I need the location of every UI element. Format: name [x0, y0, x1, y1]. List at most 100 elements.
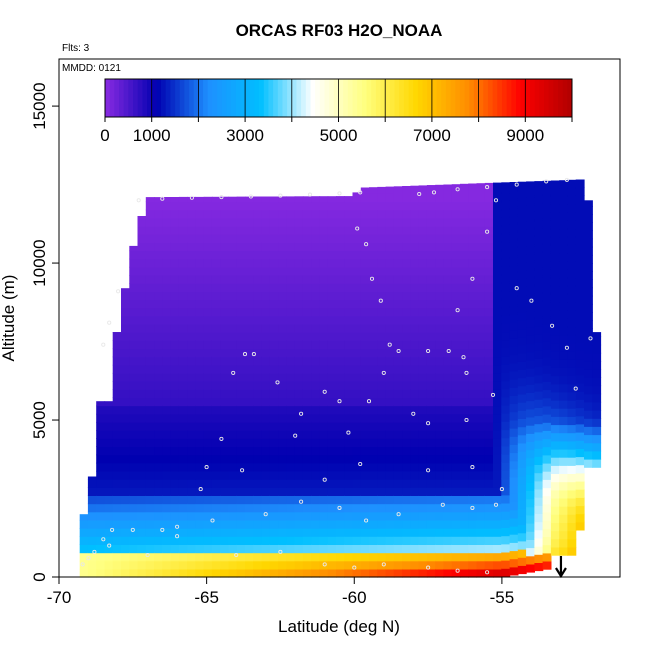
heatmap-cell: [385, 275, 395, 284]
colorbar-swatch: [385, 79, 391, 117]
heatmap-cell: [369, 226, 378, 235]
heatmap-cell: [517, 491, 527, 501]
heatmap-cell: [534, 211, 544, 221]
heatmap-cell: [145, 503, 155, 513]
heatmap-cell: [402, 291, 411, 301]
heatmap-cell: [187, 511, 196, 521]
heatmap-cell: [319, 299, 329, 309]
heatmap-cell: [476, 209, 486, 219]
heatmap-cell: [550, 514, 560, 523]
heatmap-cell: [352, 446, 362, 456]
heatmap-cell: [567, 220, 577, 230]
heatmap-cell: [286, 356, 296, 366]
heatmap-cell: [286, 438, 296, 447]
heatmap-cell: [121, 332, 130, 341]
heatmap-cell: [187, 568, 196, 578]
heatmap-cell: [137, 544, 147, 554]
heatmap-cell: [87, 560, 97, 570]
heatmap-cell: [336, 234, 345, 243]
heatmap-cell: [336, 324, 345, 333]
flight-track-point: [337, 399, 342, 404]
colorbar-tick-label: 1000: [133, 126, 171, 145]
heatmap-cell: [211, 266, 221, 276]
heatmap-cell: [484, 372, 494, 382]
heatmap-cell: [559, 351, 569, 360]
heatmap-cell: [542, 471, 552, 480]
heatmap-cell: [236, 454, 246, 464]
heatmap-cell: [195, 266, 205, 276]
heatmap-cell: [178, 283, 188, 292]
flight-track-point: [396, 512, 401, 517]
colorbar-swatch: [464, 79, 470, 117]
heatmap-cell: [278, 519, 287, 529]
heatmap-cell: [484, 446, 494, 456]
heatmap-cell: [410, 217, 420, 227]
heatmap-cell: [501, 543, 511, 553]
heatmap-cell: [344, 324, 354, 333]
heatmap-cell: [393, 381, 403, 390]
heatmap-cell: [187, 438, 196, 447]
heatmap-cell: [534, 562, 544, 572]
heatmap-cell: [203, 413, 213, 423]
heatmap-cell: [245, 479, 254, 488]
heatmap-cell: [344, 266, 354, 276]
heatmap-cell: [327, 389, 337, 399]
heatmap-cell: [261, 462, 271, 472]
heatmap-cell: [187, 348, 196, 358]
heatmap-cell: [286, 201, 296, 211]
heatmap-cell: [575, 219, 585, 229]
heatmap-cell: [327, 283, 337, 292]
heatmap-cell: [187, 405, 196, 415]
heatmap-cell: [154, 454, 163, 464]
heatmap-cell: [327, 405, 337, 415]
heatmap-cell: [468, 528, 478, 537]
heatmap-cell: [418, 389, 428, 399]
heatmap-cell: [517, 238, 527, 248]
heatmap-cell: [154, 511, 163, 521]
heatmap-cell: [162, 503, 172, 513]
heatmap-cell: [460, 275, 469, 284]
heatmap-cell: [137, 340, 147, 350]
heatmap-cell: [245, 421, 254, 431]
flight-track-point: [514, 286, 519, 291]
heatmap-cell: [377, 201, 387, 211]
heatmap-cell: [137, 275, 147, 284]
heatmap-cell: [269, 372, 279, 382]
heatmap-cell: [302, 324, 312, 333]
heatmap-cell: [435, 266, 445, 276]
heatmap-cell: [559, 538, 569, 548]
heatmap-cell: [278, 315, 287, 325]
heatmap-cell: [278, 413, 287, 423]
heatmap-cell: [476, 364, 486, 374]
heatmap-cell: [220, 217, 230, 227]
heatmap-cell: [145, 356, 155, 366]
heatmap-cell: [534, 456, 544, 465]
heatmap-cell: [187, 552, 196, 562]
heatmap-cell: [435, 552, 445, 562]
heatmap-cell: [575, 179, 585, 188]
heatmap-cell: [575, 211, 585, 221]
heatmap-cell: [476, 185, 486, 194]
heatmap-cell: [559, 359, 569, 368]
heatmap-cell: [245, 462, 254, 472]
heatmap-cell: [360, 454, 370, 464]
heatmap-cell: [195, 340, 205, 350]
heatmap-cell: [145, 348, 155, 358]
heatmap-cell: [170, 291, 180, 301]
heatmap-cell: [509, 550, 519, 560]
heatmap-cell: [493, 283, 502, 292]
heatmap-cell: [178, 201, 188, 211]
heatmap-cell: [278, 470, 287, 480]
heatmap-cell: [352, 291, 362, 301]
heatmap-cell: [278, 381, 287, 390]
heatmap-cell: [460, 193, 469, 203]
flight-track-point: [299, 499, 304, 504]
heatmap-cell: [542, 405, 552, 415]
heatmap-cell: [302, 503, 312, 513]
heatmap-cell: [352, 193, 362, 203]
heatmap-cell: [410, 193, 420, 203]
heatmap-cell: [402, 356, 411, 366]
heatmap-cell: [451, 242, 461, 252]
heatmap-cell: [269, 275, 279, 284]
heatmap-cell: [319, 332, 329, 341]
